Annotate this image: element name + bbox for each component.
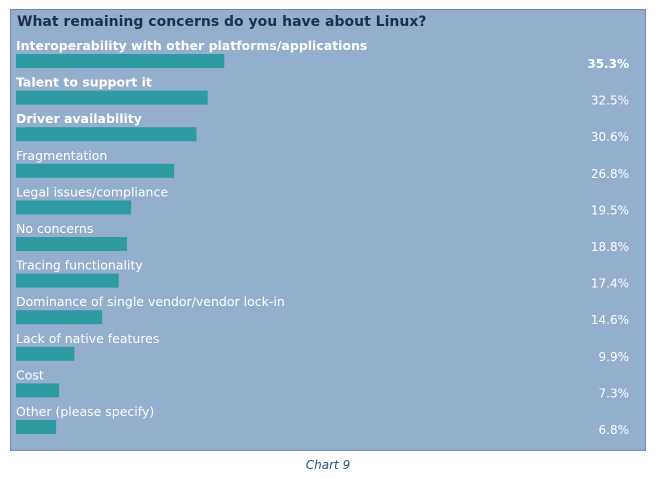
chart-title: What remaining concerns do you have abou… [17, 14, 427, 30]
value-label: 18.8% [591, 240, 629, 254]
category-label: Talent to support it [16, 75, 152, 90]
value-label: 19.5% [591, 203, 629, 217]
category-label: Cost [16, 367, 44, 382]
bar-chart: Interoperability with other platforms/ap… [15, 38, 630, 437]
category-label: No concerns [16, 221, 93, 236]
bar [16, 200, 132, 215]
value-label: 7.3% [599, 386, 630, 400]
bar [16, 54, 225, 68]
bar [16, 383, 60, 398]
category-label: Interoperability with other platforms/ap… [16, 38, 367, 53]
value-label: 26.8% [591, 167, 629, 181]
category-label: Lack of native features [16, 331, 159, 346]
category-label: Driver availability [16, 111, 142, 126]
category-label: Tracing functionality [15, 258, 143, 273]
chart-caption: Chart 9 [305, 458, 351, 472]
category-label: Dominance of single vendor/vendor lock-i… [16, 294, 285, 309]
bar [16, 237, 127, 251]
bar [16, 420, 57, 434]
value-label: 14.6% [591, 313, 629, 327]
category-label: Fragmentation [16, 148, 107, 163]
value-label: 32.5% [591, 94, 629, 108]
value-label: 9.9% [599, 350, 630, 364]
bar [16, 163, 175, 178]
value-label: 6.8% [599, 423, 630, 437]
category-label: Other (please specify) [16, 404, 154, 419]
bar [16, 127, 197, 142]
bar [16, 310, 103, 325]
chart-panel: What remaining concerns do you have abou… [10, 9, 646, 451]
bar [16, 273, 119, 288]
bar [16, 346, 75, 361]
category-label: Legal issues/compliance [16, 184, 168, 199]
value-label: 17.4% [591, 277, 629, 291]
value-label: 30.6% [591, 130, 629, 144]
bar [16, 90, 208, 105]
value-label: 35.3% [587, 57, 629, 71]
